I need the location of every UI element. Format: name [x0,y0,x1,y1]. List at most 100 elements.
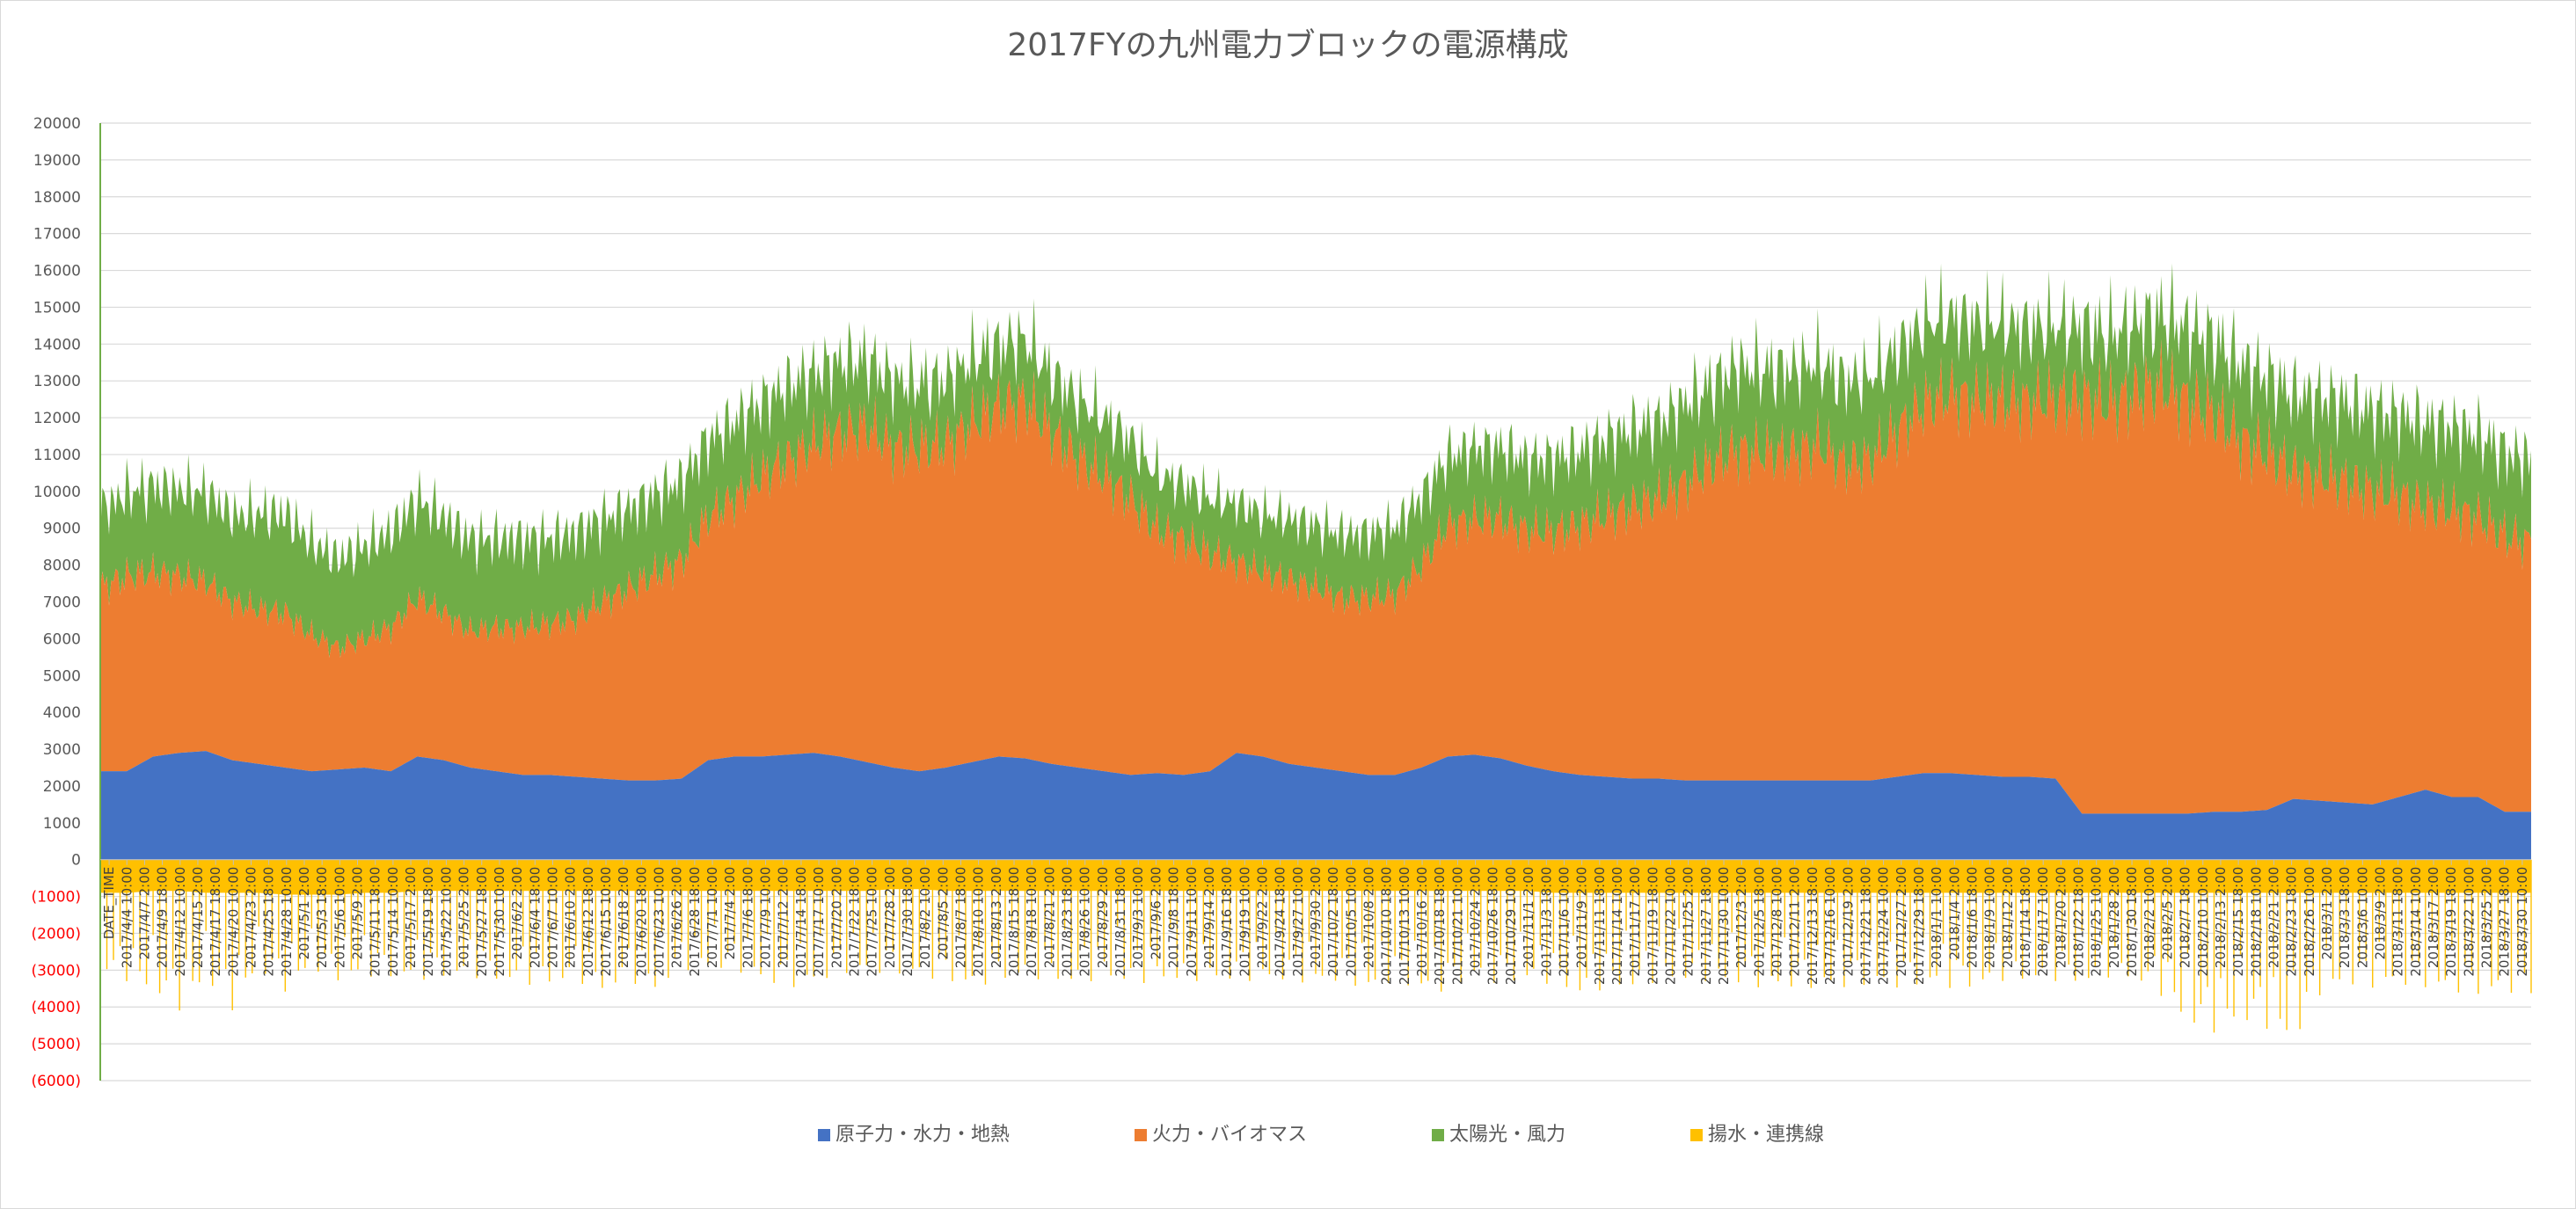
y-axis: (6000) (5000) (4000) (3000) (2000) (1000) 0 100… [31,115,2531,1090]
x-tick-label: 2017/8/10 10:00 [971,867,987,977]
legend-label: 揚水・連携線 [1708,1124,1825,1146]
y-tick-label: 3000 [43,741,81,759]
x-tick-label: 2017/8/15 18:00 [1006,867,1022,977]
x-tick-label: 2017/10/18 18:00 [1432,867,1448,985]
x-tick-label: 2017/11/6 10:00 [1556,867,1572,977]
y-tick-label: (1000) [31,889,81,907]
y-tick-label: 2000 [43,778,81,796]
x-tick-label: 2017/7/1 10:00 [704,867,720,968]
y-tick-label: (5000) [31,1036,81,1053]
x-tick-label: 2017/9/11 10:00 [1184,867,1200,977]
legend-swatch [1135,1129,1147,1141]
x-tick-label: 2017/7/14 18:00 [793,867,809,977]
x-tick-label: 2017/11/14 10:00 [1609,867,1625,985]
x-tick-label: 2017/4/9 18:00 [155,867,171,968]
y-tick-label: 1000 [43,815,81,833]
x-tick-label: 2017/8/7 18:00 [952,867,968,968]
x-tick-label: 2017/10/2 18:00 [1325,867,1341,977]
x-tick-label: 2018/1/9 10:00 [1982,867,1998,968]
x-tick-label: 2018/1/1 10:00 [1929,867,1945,968]
y-tick-label: 12000 [33,410,81,427]
x-tick-label: 2017/7/4 2:00 [722,867,738,960]
legend-item-thermal-biomass: 火力・バイオマス [1135,1118,1307,1147]
x-tick-label: 2017/6/12 18:00 [580,867,596,977]
x-tick-label: 2017/9/6 2:00 [1148,867,1164,960]
x-tick-label: DATE_TIME [101,867,118,940]
x-tick-label: 2017/10/16 2:00 [1414,867,1430,977]
x-tick-label: 2018/3/14 10:00 [2408,867,2424,977]
x-tick-label: 2017/9/8 18:00 [1166,867,1182,968]
x-tick-label: 2017/10/24 2:00 [1468,867,1484,977]
x-tick-label: 2017/4/25 18:00 [261,867,277,977]
x-tick-label: 2018/1/28 2:00 [2106,867,2122,968]
y-tick-label: (3000) [31,962,81,980]
x-tick-label: 2017/4/15 2:00 [190,867,206,968]
x-tick-label: 2017/12/3 2:00 [1733,867,1749,968]
x-tick-label: 2017/10/5 10:00 [1343,867,1359,977]
x-tick-label: 2017/7/30 18:00 [900,867,916,977]
x-tick-label: 2017/12/19 2:00 [1840,867,1856,977]
x-tick-label: 2017/5/25 2:00 [456,867,472,968]
x-tick-label: 2017/9/16 18:00 [1219,867,1235,977]
x-tick-label: 2017/12/5 18:00 [1751,867,1767,977]
legend-label: 火力・バイオマス [1152,1124,1308,1146]
x-tick-label: 2017/7/20 2:00 [828,867,844,968]
y-tick-label: 19000 [33,152,81,170]
x-tick-label: 2017/10/8 2:00 [1361,867,1377,968]
x-tick-label: 2017/7/25 10:00 [865,867,880,977]
x-tick-label: 2017/7/22 18:00 [846,867,862,977]
x-tick-label: 2017/12/11 2:00 [1787,867,1803,977]
legend-item-nuclear-hydro-geothermal: 原子力・水力・地熱 [818,1118,1010,1147]
legend-swatch [1432,1129,1444,1141]
x-tick-label: 2018/2/26 10:00 [2302,867,2317,977]
x-tick-label: 2018/3/27 18:00 [2497,867,2513,977]
legend-label: 原子力・水力・地熱 [836,1124,1011,1146]
x-tick-label: 2017/11/1 2:00 [1521,867,1536,968]
x-tick-label: 2017/8/23 18:00 [1060,867,1076,977]
x-tick-label: 2017/5/22 10:00 [438,867,454,977]
x-tick-label: 2017/12/24 10:00 [1876,867,1892,985]
x-tick-label: 2017/4/17 18:00 [208,867,223,977]
y-tick-label: 20000 [33,115,81,133]
area-nuclear-hydro-geothermal [100,751,2531,860]
x-tick-label: 2018/3/3 18:00 [2337,867,2353,968]
x-tick-label: 2017/4/12 10:00 [172,867,188,977]
x-tick-label: 2018/3/22 10:00 [2461,867,2477,977]
area-thermal-biomass [100,339,2531,814]
legend-swatch [1690,1129,1703,1141]
x-tick-label: 2017/12/27 2:00 [1894,867,1909,977]
y-tick-label: (6000) [31,1073,81,1090]
area-series [99,263,2532,1033]
y-tick-label: 8000 [43,557,81,575]
y-tick-label: 11000 [33,447,81,464]
x-tick-label: 2018/2/5 2:00 [2159,867,2175,960]
x-tick-label: 2017/8/29 2:00 [1095,867,1111,968]
x-tick-label: 2018/1/4 2:00 [1946,867,1962,960]
x-tick-label: 2018/2/23 18:00 [2284,867,2300,977]
x-tick-label: 2017/8/26 10:00 [1077,867,1093,977]
y-tick-label: 9000 [43,521,81,538]
x-tick-label: 2017/11/25 2:00 [1681,867,1697,977]
x-tick-label: 2017/7/9 10:00 [758,867,774,968]
x-tick-label: 2018/3/6 10:00 [2354,867,2370,968]
x-axis: DATE_TIME 2017/4/4 10:00 2017/4/7 2:00 2017… [101,859,2530,985]
x-tick-label: 2018/3/1 2:00 [2319,867,2335,960]
x-tick-label: 2017/6/4 18:00 [527,867,543,968]
x-tick-label: 2018/3/9 2:00 [2373,867,2389,960]
x-tick-label: 2018/3/25 2:00 [2479,867,2495,968]
x-tick-label: 2017/5/17 2:00 [403,867,419,968]
x-tick-label: 2017/10/10 18:00 [1379,867,1395,985]
y-tick-label: 6000 [43,630,81,648]
x-tick-label: 2018/3/30 10:00 [2514,867,2530,977]
y-tick-label: (4000) [31,999,81,1016]
x-tick-label: 2017/12/13 18:00 [1805,867,1821,985]
x-tick-label: 2017/5/11 18:00 [368,867,383,977]
x-tick-label: 2017/7/6 18:00 [740,867,755,968]
x-tick-label: 2018/3/19 18:00 [2443,867,2459,977]
x-tick-label: 2017/6/28 18:00 [687,867,703,977]
x-tick-label: 2018/3/17 2:00 [2426,867,2441,968]
x-tick-label: 2018/1/17 10:00 [2035,867,2051,977]
legend: 原子力・水力・地熱 火力・バイオマス 太陽光・風力 揚水・連携線 [0,1118,2576,1147]
y-tick-label: 16000 [33,263,81,280]
x-tick-label: 2018/2/21 2:00 [2266,867,2281,968]
